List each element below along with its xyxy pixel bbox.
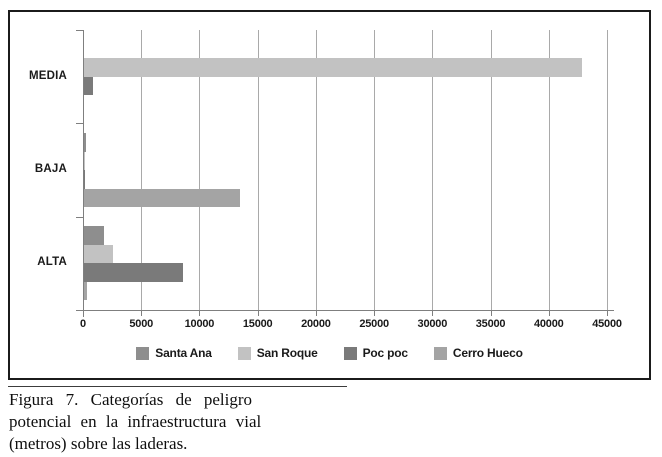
- legend-swatch-icon: [433, 346, 447, 360]
- bar-santa-ana-alta: [84, 226, 104, 245]
- legend-label: San Roque: [256, 346, 318, 360]
- legend-swatch-icon: [343, 346, 357, 360]
- category-label-alta: ALTA: [37, 256, 67, 269]
- bar-santa-ana-baja: [84, 133, 86, 152]
- x-tick-35000: [490, 311, 492, 316]
- plot-area: 0 5000 10000 15000 20000 25000 30000 35000 40000…: [29, 30, 622, 330]
- y-tick-3: [76, 310, 83, 311]
- category-label-media: MEDIA: [28, 69, 67, 82]
- legend: Santa Ana San Roque Poc poc Cerro Hueco: [10, 346, 649, 360]
- gridline-5000: [141, 30, 143, 310]
- chart-frame: 0 5000 10000 15000 20000 25000 30000 35000 40000…: [8, 10, 651, 380]
- gridline-30000: [432, 30, 434, 310]
- x-tick-label-15000: 15000: [242, 318, 273, 330]
- gridline-25000: [374, 30, 376, 310]
- legend-label: Santa Ana: [155, 346, 212, 360]
- legend-item-san-roque: San Roque: [237, 346, 318, 360]
- x-tick-40000: [548, 311, 550, 316]
- y-axis-line: [83, 30, 84, 317]
- x-tick-25000: [374, 311, 376, 316]
- y-tick-2: [76, 216, 83, 218]
- x-tick-5000: [141, 311, 143, 316]
- x-tick-45000: [607, 311, 608, 316]
- x-tick-label-35000: 35000: [475, 318, 506, 330]
- y-tick-0: [76, 30, 83, 31]
- x-tick-label-40000: 40000: [533, 318, 564, 330]
- x-tick-15000: [257, 311, 259, 316]
- caption-line-3: (metros) sobre las laderas.: [9, 434, 188, 453]
- legend-swatch-icon: [136, 346, 150, 360]
- x-tick-label-30000: 30000: [417, 318, 448, 330]
- gridline-10000: [199, 30, 201, 310]
- bar-poc-poc-baja: [84, 170, 86, 189]
- gridline-40000: [548, 30, 550, 310]
- x-tick-label-20000: 20000: [301, 318, 331, 330]
- bar-cerro-hueco-baja: [84, 188, 241, 207]
- figure-caption: Figura 7. Categorías de peligro potencia…: [9, 389, 354, 455]
- caption-line-2: potencial en la infraestructura vial: [9, 412, 262, 431]
- gridline-35000: [490, 30, 492, 310]
- x-axis-line: [76, 310, 614, 311]
- legend-item-poc-poc: Poc poc: [343, 346, 408, 360]
- x-tick-30000: [432, 311, 434, 316]
- caption-rule: [8, 386, 347, 387]
- x-tick-label-0: 0: [80, 318, 86, 330]
- bar-san-roque-baja: [84, 151, 86, 170]
- bar-poc-poc-alta: [84, 263, 183, 282]
- bar-san-roque-alta: [84, 244, 114, 264]
- legend-item-santa-ana: Santa Ana: [136, 346, 212, 360]
- caption-line-1: Figura 7. Categorías de peligro: [9, 390, 253, 409]
- x-tick-label-10000: 10000: [184, 318, 215, 330]
- bar-san-roque-media: [84, 58, 583, 77]
- bar-cerro-hueco-alta: [84, 281, 87, 301]
- x-tick-10000: [199, 311, 201, 316]
- x-tick-label-25000: 25000: [359, 318, 389, 330]
- bar-poc-poc-media: [84, 76, 93, 96]
- category-label-baja: BAJA: [34, 163, 67, 175]
- legend-label: Cerro Hueco: [452, 346, 523, 360]
- gridline-15000: [257, 30, 259, 310]
- legend-swatch-icon: [237, 346, 251, 360]
- x-tick-label-45000: 45000: [592, 318, 622, 330]
- x-tick-0: [83, 311, 84, 316]
- x-tick-label-5000: 5000: [129, 318, 154, 330]
- x-tick-20000: [315, 311, 317, 316]
- legend-label: Poc poc: [362, 346, 408, 360]
- legend-item-cerro-hueco: Cerro Hueco: [433, 346, 523, 360]
- gridline-45000: [607, 30, 608, 310]
- gridline-20000: [315, 30, 317, 310]
- y-tick-1: [76, 123, 83, 125]
